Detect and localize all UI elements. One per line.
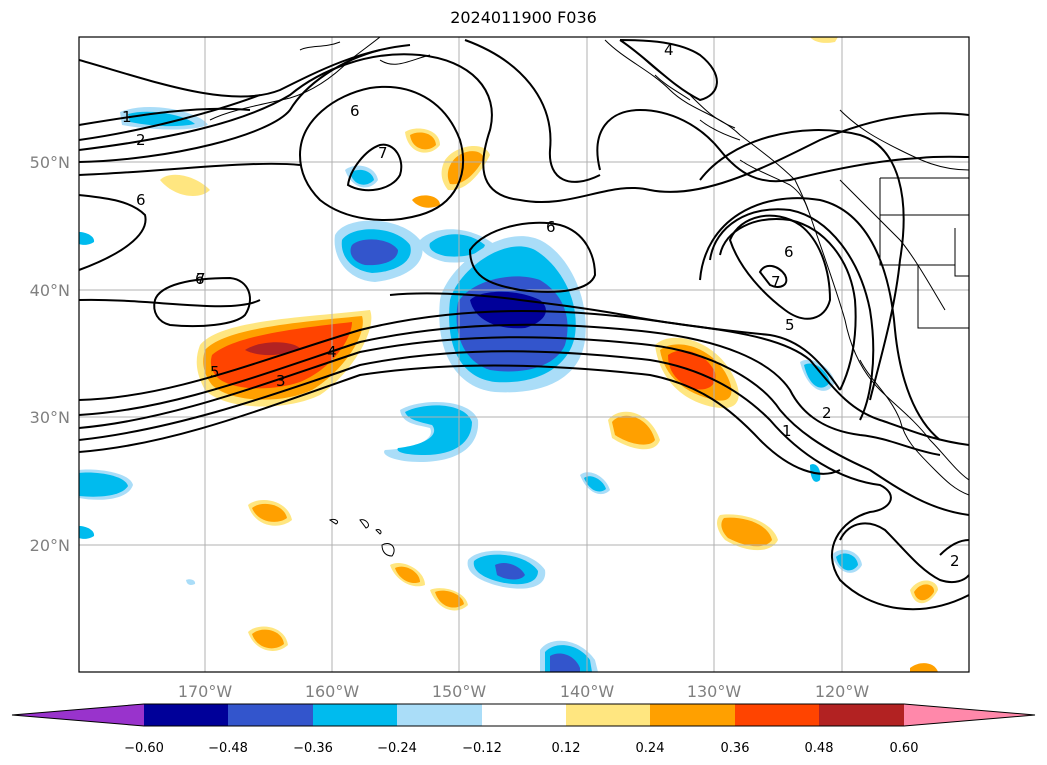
contour-label: 7 — [196, 270, 206, 288]
colorbar: −0.60 −0.48 −0.36 −0.24 −0.12 0.12 0.24 … — [11, 703, 1036, 756]
map-frame — [78, 36, 970, 673]
colorbar-label: 0.60 — [890, 741, 919, 756]
colorbar-segment — [650, 704, 735, 726]
contour-label: 6 — [546, 218, 556, 236]
contour-label: 6 — [784, 243, 794, 261]
colorbar-segment — [482, 704, 566, 726]
colorbar-segment — [144, 704, 228, 726]
colorbar-label: −0.12 — [462, 741, 502, 756]
colorbar-outline — [11, 703, 1036, 727]
lon-label: 170°W — [178, 682, 233, 701]
lon-label: 150°W — [432, 682, 487, 701]
colorbar-label: −0.48 — [208, 741, 248, 756]
contour-label: 4 — [327, 343, 337, 361]
colorbar-label: 0.48 — [805, 741, 834, 756]
longitude-labels: 170°W 160°W 150°W 140°W 130°W 120°W — [178, 682, 870, 701]
colorbar-labels: −0.60 −0.48 −0.36 −0.24 −0.12 0.12 0.24 … — [124, 741, 918, 756]
contour-labels: 1 2 6 7 6 7 6 6 5 4 3 6 7 5 2 1 2 4 — [122, 41, 960, 570]
colorbar-label: −0.60 — [124, 741, 164, 756]
colorbar-segment — [904, 704, 1035, 726]
contour-label: 5 — [210, 363, 220, 381]
colorbar-segment — [313, 704, 397, 726]
latitude-labels: 50°N 40°N 30°N 20°N — [30, 153, 70, 555]
colorbar-label: 0.36 — [721, 741, 750, 756]
contour-label: 5 — [785, 316, 795, 334]
contour-label: 1 — [782, 422, 792, 440]
colorbar-segment — [12, 704, 144, 726]
contour-label: 6 — [350, 102, 360, 120]
colorbar-label: −0.36 — [293, 741, 333, 756]
colorbar-segment — [228, 704, 313, 726]
contour-label: 2 — [950, 552, 960, 570]
colorbar-segment — [819, 704, 904, 726]
contour-label: 3 — [276, 372, 286, 390]
contour-label: 6 — [136, 191, 146, 209]
colorbar-label: 0.12 — [552, 741, 581, 756]
colorbar-label: −0.24 — [377, 741, 417, 756]
contour-label: 2 — [136, 131, 146, 149]
contour-label: 4 — [664, 41, 674, 59]
colorbar-segments — [11, 703, 1036, 727]
lat-label: 20°N — [30, 536, 70, 555]
graticule — [79, 37, 969, 672]
colorbar-label: 0.24 — [636, 741, 665, 756]
colorbar-segment — [735, 704, 819, 726]
map-title: 2024011900 F036 — [450, 8, 597, 27]
contour-label: 7 — [771, 273, 781, 291]
contour-label: 1 — [122, 108, 132, 126]
contour-label: 2 — [822, 404, 832, 422]
contour-label: 6 — [195, 270, 205, 288]
lon-label: 130°W — [687, 682, 742, 701]
lon-label: 120°W — [815, 682, 870, 701]
lon-label: 140°W — [560, 682, 615, 701]
lat-label: 30°N — [30, 408, 70, 427]
shaded-anomalies — [79, 37, 938, 672]
lon-label: 160°W — [305, 682, 360, 701]
colorbar-segment — [566, 704, 650, 726]
lat-label: 40°N — [30, 281, 70, 300]
lat-label: 50°N — [30, 153, 70, 172]
contour-label: 7 — [378, 144, 388, 162]
contour-lines — [79, 39, 969, 611]
colorbar-segment — [397, 704, 482, 726]
